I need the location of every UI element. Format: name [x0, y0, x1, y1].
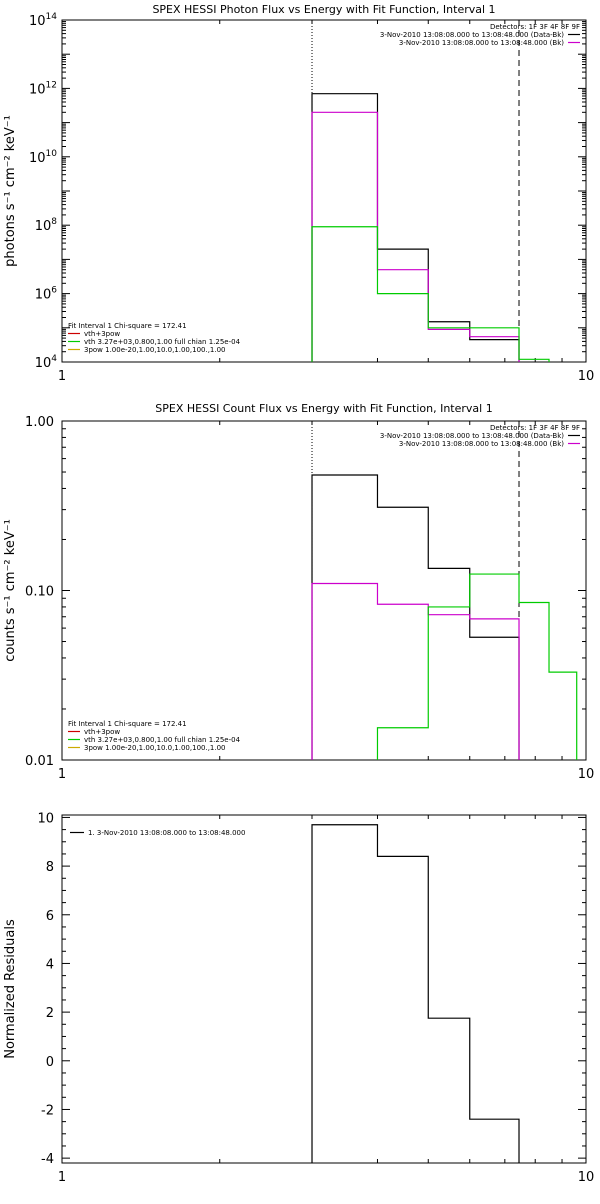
series-1-histogram: [311, 93, 520, 362]
y-tick-label: 1010: [29, 149, 57, 166]
legend-entry-text: vth 3.27e+03,0.800,1.00 full chian 1.25e…: [84, 338, 241, 346]
legend-bottom-left: Fit Interval 1 Chi-square = 172.41vth+3p…: [68, 322, 241, 354]
legend-entry-text: 3pow 1.00e-20,1.00,10.0,1.00,100.,1.00: [84, 346, 226, 354]
legend-top-left: 1. 3-Nov-2010 13:08:08.000 to 13:08:48.0…: [70, 829, 245, 837]
legend-header: Fit Interval 1 Chi-square = 172.41: [68, 322, 187, 330]
legend-entry-text: 3-Nov-2010 13:08:08.000 to 13:08:48.000 …: [380, 31, 564, 39]
chart-panel-1: SPEX HESSI Photon Flux vs Energy with Fi…: [3, 3, 594, 384]
chart-title: SPEX HESSI Count Flux vs Energy with Fit…: [155, 402, 492, 415]
legend-header: Fit Interval 1 Chi-square = 172.41: [68, 720, 187, 728]
y-axis-label: counts s⁻¹ cm⁻² keV⁻¹: [3, 519, 18, 662]
legend-entry-text: 3-Nov-2010 13:08:08.000 to 13:08:48.000 …: [380, 432, 564, 440]
chart-panel-2: SPEX HESSI Count Flux vs Energy with Fit…: [3, 402, 594, 782]
y-tick-label: 106: [35, 286, 58, 303]
x-tick-label: 1: [58, 767, 66, 782]
series-1-histogram: [311, 824, 520, 1163]
legend-entry-text: vth 3.27e+03,0.800,1.00 full chian 1.25e…: [84, 736, 241, 744]
y-tick-label: 10: [37, 811, 54, 826]
legend-bottom-left: Fit Interval 1 Chi-square = 172.41vth+3p…: [68, 720, 241, 752]
y-tick-label: -2: [41, 1103, 54, 1118]
x-tick-label: 1: [58, 1170, 66, 1185]
y-tick-label: 0.10: [25, 585, 54, 600]
y-tick-label: 0: [46, 1055, 54, 1070]
y-tick-label: -4: [41, 1152, 54, 1167]
x-tick-label: 10: [578, 767, 595, 782]
legend-entry-text: 3-Nov-2010 13:08:08.000 to 13:08:48.000 …: [399, 39, 564, 47]
y-tick-label: 2: [46, 1006, 54, 1021]
legend-entry-text: vth+3pow: [84, 728, 120, 736]
series-3-histogram: [376, 573, 578, 760]
series-2-histogram: [311, 111, 520, 362]
x-tick-label: 10: [578, 1170, 595, 1185]
y-axis-label: photons s⁻¹ cm⁻² keV⁻¹: [3, 115, 18, 267]
legend-entry-text: 1. 3-Nov-2010 13:08:08.000 to 13:08:48.0…: [88, 829, 245, 837]
plot-frame: [61, 420, 587, 761]
y-tick-label: 4: [46, 957, 54, 972]
x-tick-label: 1: [58, 369, 66, 384]
legend-entry-text: 3-Nov-2010 13:08:08.000 to 13:08:48.000 …: [399, 440, 564, 448]
chart-title: SPEX HESSI Photon Flux vs Energy with Fi…: [152, 3, 495, 16]
legend-header: Detectors: 1F 3F 4F 8F 9F: [490, 424, 580, 432]
y-tick-label: 1012: [29, 80, 57, 97]
y-tick-label: 6: [46, 909, 54, 924]
chart-panel-3: 1 10 -4 -2 0 2 4 6 8 10 Normalized Residuals 1. 3-N…: [3, 811, 594, 1185]
x-tick-label: 10: [578, 369, 595, 384]
legend-top-right: Detectors: 1F 3F 4F 8F 9F3-Nov-2010 13:0…: [380, 424, 580, 448]
plot-frame: [61, 19, 587, 363]
legend-header: Detectors: 1F 3F 4F 8F 9F: [490, 23, 580, 31]
y-tick-label: 108: [35, 217, 58, 234]
legend-entry-text: vth+3pow: [84, 330, 120, 338]
plot-frame: [61, 814, 587, 1164]
y-tick-label: 104: [35, 354, 58, 371]
y-axis-label: Normalized Residuals: [3, 919, 18, 1059]
legend-entry-text: 3pow 1.00e-20,1.00,10.0,1.00,100.,1.00: [84, 744, 226, 752]
series-2-histogram: [311, 582, 520, 760]
series-1-histogram: [311, 474, 520, 760]
series-3-histogram: [311, 226, 550, 362]
y-tick-label: 1.00: [25, 415, 54, 430]
y-tick-label: 1014: [29, 12, 57, 29]
y-tick-label: 0.01: [25, 754, 54, 769]
y-tick-label: 8: [46, 860, 54, 875]
legend-top-right: Detectors: 1F 3F 4F 8F 9F3-Nov-2010 13:0…: [380, 23, 580, 47]
